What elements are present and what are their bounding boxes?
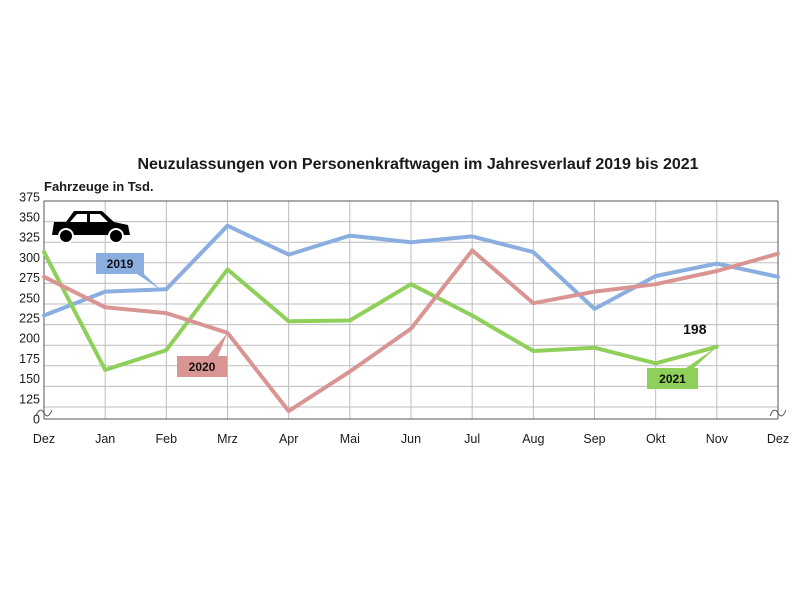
series-tag-pointer: [208, 332, 228, 356]
y-axis-label: Fahrzeuge in Tsd.: [44, 179, 154, 194]
y-tick-labels: 0 125 150 175 200 225 250 275 300 325 350 375: [19, 190, 40, 426]
x-tick-label: Jul: [464, 432, 480, 446]
data-labels: 198: [683, 321, 707, 337]
series-tags: 2019 2021 2020: [96, 253, 717, 389]
x-tick-label: Aug: [522, 432, 544, 446]
x-tick-label: Nov: [706, 432, 729, 446]
x-tick-label: Mrz: [217, 432, 238, 446]
y-tick-label: 250: [19, 291, 40, 305]
series-tag-2021: 2021: [647, 346, 717, 389]
y-tick-label: 0: [33, 413, 40, 427]
series-tag-box: [647, 368, 698, 389]
y-tick-label: 175: [19, 352, 40, 366]
axis-break-left: [35, 409, 53, 417]
x-tick-label: Jun: [401, 432, 421, 446]
y-tick-label: 225: [19, 312, 40, 326]
series-line-2019: [42, 223, 780, 318]
series-line-2020: [42, 248, 780, 414]
series-tag-label: 2021: [659, 372, 686, 386]
axis-break-right: [769, 409, 787, 417]
y-tick-label: 200: [19, 332, 40, 346]
series-tag-2020: 2020: [177, 332, 228, 377]
x-tick-label: Sep: [583, 432, 605, 446]
y-tick-label: 350: [19, 211, 40, 225]
series-line-2021: [42, 250, 719, 372]
y-tick-label: 300: [19, 251, 40, 265]
x-tick-label: Mai: [340, 432, 360, 446]
series-tag-box: [177, 356, 227, 377]
y-tick-label: 125: [19, 392, 40, 406]
y-tick-label: 150: [19, 372, 40, 386]
series-tag-pointer: [137, 274, 162, 291]
series-tag-box: [96, 253, 144, 274]
x-tick-label: Dez: [33, 432, 55, 446]
series-lines: [42, 223, 780, 414]
y-tick-label: 325: [19, 231, 40, 245]
x-tick-label: Feb: [156, 432, 178, 446]
series-tag-label: 2019: [107, 257, 134, 271]
series-tag-pointer: [686, 346, 717, 368]
series-tag-label: 2020: [189, 360, 216, 374]
axes: [35, 200, 787, 420]
x-tick-label: Jan: [95, 432, 115, 446]
data-label: 198: [683, 321, 707, 337]
x-tick-label: Dez: [767, 432, 789, 446]
x-tick-labels: Dez Jan Feb Mrz Apr Mai Jun Jul Aug Sep Okt Nov Dez: [33, 432, 789, 446]
y-tick-label: 275: [19, 271, 40, 285]
y-tick-label: 375: [19, 190, 40, 204]
x-tick-label: Okt: [646, 432, 666, 446]
series-tag-2019: 2019: [96, 253, 162, 291]
x-tick-label: Apr: [279, 432, 298, 446]
car-icon: [52, 211, 130, 244]
chart-title: Neuzulassungen von Personenkraftwagen im…: [137, 156, 698, 173]
